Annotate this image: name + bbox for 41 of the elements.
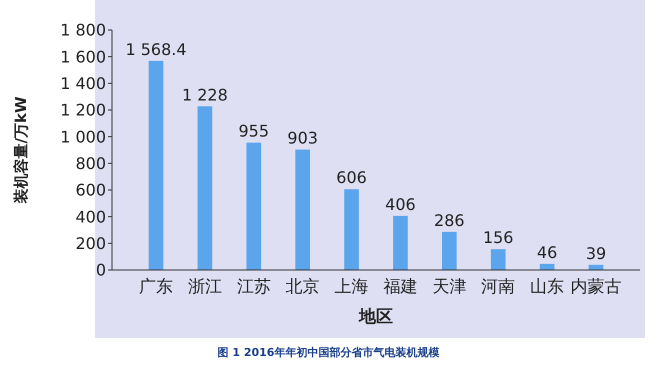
data-label: 1 228 bbox=[182, 85, 228, 104]
bar bbox=[198, 106, 212, 270]
x-axis-title: 地区 bbox=[358, 307, 393, 327]
x-tick-label: 上海 bbox=[334, 277, 369, 297]
data-label: 406 bbox=[385, 194, 416, 214]
data-label: 955 bbox=[238, 122, 270, 141]
y-tick-label: 800 bbox=[75, 154, 106, 173]
y-axis-title: 装机容量/万kW bbox=[12, 96, 30, 204]
x-tick-label: 浙江 bbox=[188, 277, 222, 297]
data-label: 1 568.4 bbox=[125, 40, 187, 59]
bar bbox=[148, 60, 164, 270]
y-tick-label: 1 800 bbox=[60, 20, 106, 40]
bar bbox=[344, 189, 359, 270]
x-tick-label: 山东 bbox=[530, 277, 564, 297]
data-label: 156 bbox=[482, 228, 514, 248]
y-tick-label: 1 600 bbox=[60, 47, 106, 66]
data-label: 903 bbox=[287, 128, 318, 148]
x-tick-label: 北京 bbox=[286, 277, 320, 297]
x-tick-label: 江苏 bbox=[236, 277, 271, 297]
bar bbox=[246, 142, 262, 270]
y-tick-label: 1 000 bbox=[60, 127, 106, 146]
data-label: 46 bbox=[536, 242, 558, 262]
y-tick-label: 0 bbox=[96, 260, 106, 280]
x-tick-label: 内蒙古 bbox=[570, 277, 622, 297]
x-tick-label: 天津 bbox=[432, 277, 466, 297]
x-tick-label: 河南 bbox=[481, 277, 516, 297]
y-tick-label: 1 200 bbox=[60, 100, 106, 120]
data-label: 286 bbox=[434, 210, 465, 230]
data-label: 39 bbox=[586, 244, 606, 263]
y-tick-label: 400 bbox=[75, 207, 106, 226]
caption: 图 1 2016年年初中国部分省市气电装机规模 bbox=[218, 346, 440, 359]
y-tick-label: 1 400 bbox=[60, 74, 106, 93]
bar bbox=[295, 150, 310, 270]
data-label: 606 bbox=[336, 168, 367, 188]
x-tick-label: 广东 bbox=[139, 277, 173, 297]
y-tick-label: 200 bbox=[75, 234, 106, 253]
bar bbox=[393, 216, 408, 270]
bar bbox=[490, 249, 506, 270]
y-tick-label: 600 bbox=[75, 180, 106, 200]
bar bbox=[442, 232, 457, 270]
x-tick-label: 福建 bbox=[383, 277, 418, 297]
